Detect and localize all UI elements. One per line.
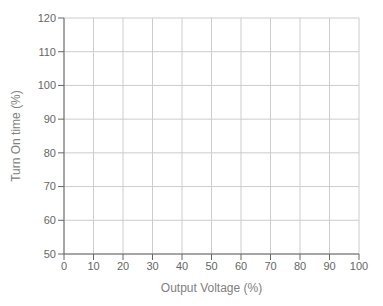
svg-text:60: 60 xyxy=(44,214,56,226)
svg-text:80: 80 xyxy=(44,147,56,159)
svg-text:100: 100 xyxy=(350,260,368,272)
svg-text:40: 40 xyxy=(176,260,188,272)
svg-text:90: 90 xyxy=(44,113,56,125)
svg-text:Output Voltage (%): Output Voltage (%) xyxy=(161,281,262,295)
svg-text:50: 50 xyxy=(44,248,56,260)
svg-text:80: 80 xyxy=(294,260,306,272)
svg-text:20: 20 xyxy=(117,260,129,272)
svg-text:70: 70 xyxy=(44,180,56,192)
svg-text:70: 70 xyxy=(264,260,276,272)
svg-text:110: 110 xyxy=(38,46,56,58)
svg-text:120: 120 xyxy=(38,12,56,24)
svg-text:10: 10 xyxy=(87,260,99,272)
svg-text:Turn On time (%): Turn On time (%) xyxy=(9,90,23,182)
svg-text:60: 60 xyxy=(235,260,247,272)
svg-text:50: 50 xyxy=(205,260,217,272)
svg-text:0: 0 xyxy=(61,260,67,272)
svg-text:90: 90 xyxy=(323,260,335,272)
svg-text:100: 100 xyxy=(38,79,56,91)
svg-text:30: 30 xyxy=(146,260,158,272)
